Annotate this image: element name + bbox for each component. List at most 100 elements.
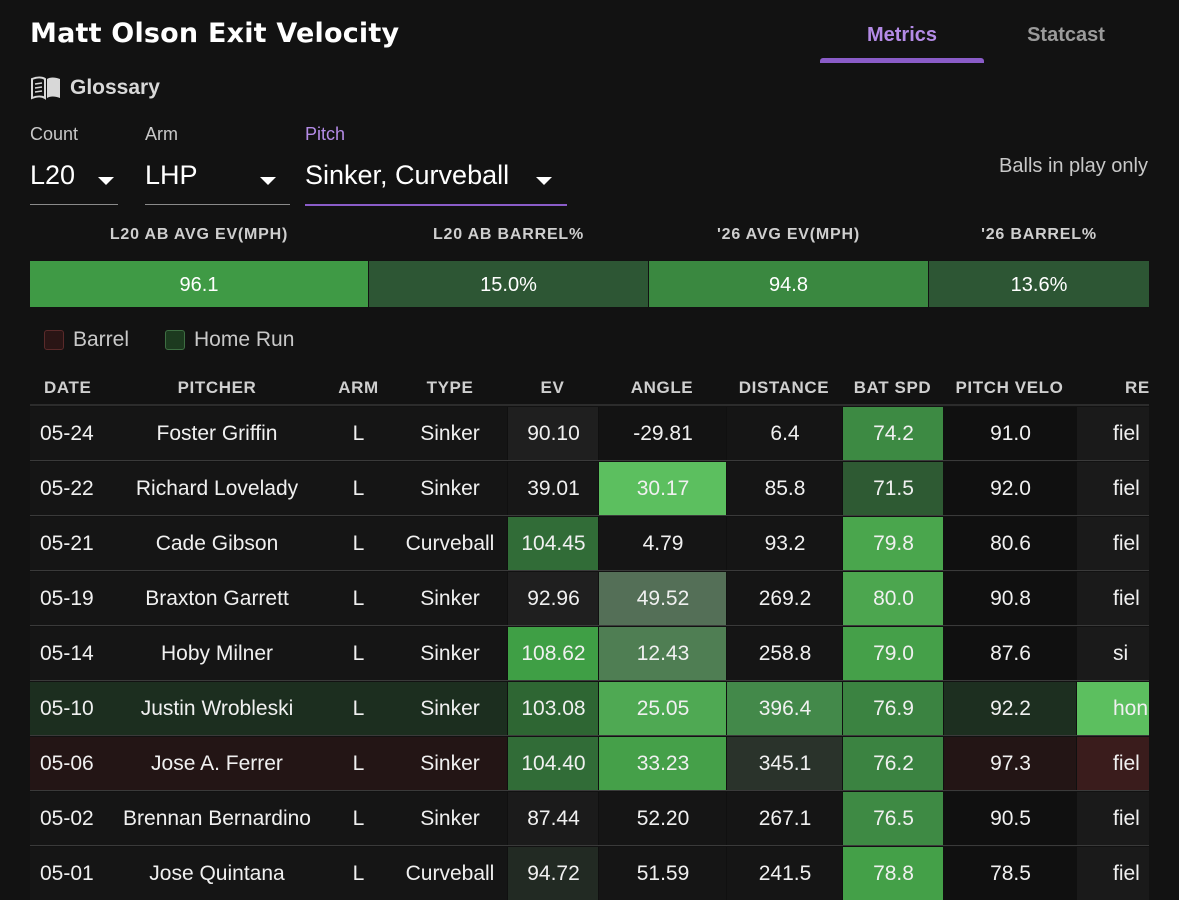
table-row[interactable]: 05-02 Brennan Bernardino L Sinker 87.44 52.20… [30, 792, 1149, 846]
column-header-pitch-velo[interactable]: PITCH VELO [955, 378, 1064, 397]
cell-pitch-velo: 92.2 [943, 682, 1077, 736]
table-row[interactable]: 05-21 Cade Gibson L Curveball 104.45 4.79 93.2… [30, 517, 1149, 571]
table-row[interactable]: 05-06 Jose A. Ferrer L Sinker 104.40 33.23 345… [30, 737, 1149, 791]
chevron-down-icon [536, 177, 552, 185]
cell-result: fiel [1076, 737, 1149, 791]
cell-arm: L [352, 532, 365, 555]
cell-date: 05-21 [40, 532, 94, 555]
cell-pitcher: Justin Wrobleski [140, 697, 294, 720]
summary-label: L20 AB BARREL% [432, 226, 585, 243]
cell-angle: 51.59 [598, 847, 727, 900]
column-header-arm[interactable]: ARM [338, 378, 379, 397]
cell-arm: L [352, 477, 365, 500]
cell-pitcher: Foster Griffin [156, 422, 278, 445]
cell-pitch-velo: 87.6 [943, 627, 1077, 681]
cell-date: 05-22 [40, 477, 94, 500]
column-header-pitcher[interactable]: PITCHER [177, 378, 257, 397]
column-header-bat-spd[interactable]: BAT SPD [853, 378, 932, 397]
cell-ev: 92.96 [507, 572, 599, 626]
pitch-label: Pitch [305, 124, 346, 144]
row-divider [30, 680, 1149, 681]
legend-label: Home Run [194, 328, 295, 351]
pitch-value: Sinker, Curveball [305, 160, 510, 190]
cell-ev: 104.45 [507, 517, 599, 571]
pitch-select[interactable]: Sinker, Curveball [305, 152, 567, 206]
cell-pitch-velo: 90.8 [943, 572, 1077, 626]
cell-distance: 269.2 [726, 572, 843, 626]
table-row[interactable]: 05-24 Foster Griffin L Sinker 90.10 -29.81 6.4… [30, 407, 1149, 461]
cell-distance: 241.5 [726, 847, 843, 900]
row-divider [30, 515, 1149, 516]
cell-result: fiel [1076, 847, 1149, 900]
cell-angle: -29.81 [598, 407, 727, 461]
cell-angle: 4.79 [598, 517, 727, 571]
chevron-down-icon [260, 177, 276, 185]
cell-type: Sinker [420, 642, 480, 665]
cell-ev: 39.01 [507, 462, 599, 516]
column-header-angle[interactable]: ANGLE [630, 378, 694, 397]
cell-bat-spd: 71.5 [842, 462, 944, 516]
arm-value: LHP [145, 160, 198, 190]
glossary-link[interactable]: Glossary [30, 76, 160, 100]
row-divider [30, 790, 1149, 791]
cell-arm: L [352, 422, 365, 445]
cell-result: fiel [1076, 517, 1149, 571]
count-label: Count [30, 124, 79, 144]
cell-distance: 258.8 [726, 627, 843, 681]
cell-type: Curveball [405, 862, 495, 885]
cell-pitcher: Hoby Milner [160, 642, 274, 665]
table-row[interactable]: 05-01 Jose Quintana L Curveball 94.72 51.59 24… [30, 847, 1149, 900]
cell-bat-spd: 76.2 [842, 737, 944, 791]
cell-arm: L [352, 807, 365, 830]
cell-date: 05-19 [40, 587, 94, 610]
column-header-date[interactable]: DATE [44, 378, 92, 397]
cell-date: 05-06 [40, 752, 94, 775]
cell-result: fiel [1076, 792, 1149, 846]
tab-statcast[interactable]: Statcast [1027, 24, 1105, 46]
cell-pitcher: Brennan Bernardino [123, 807, 311, 830]
cell-angle: 30.17 [598, 462, 727, 516]
cell-angle: 25.05 [598, 682, 727, 736]
cell-pitcher: Jose A. Ferrer [151, 752, 283, 775]
cell-pitcher: Jose Quintana [149, 862, 285, 885]
column-header-ev[interactable]: EV [540, 378, 565, 397]
cell-result: fiel [1076, 407, 1149, 461]
cell-distance: 6.4 [726, 407, 843, 461]
cell-arm: L [352, 862, 365, 885]
cell-arm: L [352, 642, 365, 665]
active-tab-indicator [820, 58, 984, 63]
table-row[interactable]: 05-22 Richard Lovelady L Sinker 39.01 30.17 85… [30, 462, 1149, 516]
chevron-down-icon [98, 177, 114, 185]
cell-arm: L [352, 697, 365, 720]
arm-select[interactable]: LHP [145, 152, 290, 205]
row-divider [30, 570, 1149, 571]
count-select[interactable]: L20 [30, 152, 118, 205]
cell-pitch-velo: 92.0 [943, 462, 1077, 516]
glossary-label: Glossary [70, 76, 160, 99]
column-header-type[interactable]: TYPE [426, 378, 474, 397]
table-row[interactable]: 05-10 Justin Wrobleski L Sinker 103.08 25.05 3… [30, 682, 1149, 736]
cell-ev: 108.62 [507, 627, 599, 681]
cell-result: fiel [1076, 572, 1149, 626]
cell-type: Sinker [420, 697, 480, 720]
cell-date: 05-01 [40, 862, 94, 885]
column-header-distance[interactable]: DISTANCE [738, 378, 830, 397]
cell-angle: 33.23 [598, 737, 727, 791]
summary-label: '26 BARREL% [981, 226, 1097, 243]
cell-distance: 93.2 [726, 517, 843, 571]
header-divider [30, 404, 1149, 406]
summary-value-26-avg-ev: 94.8 [649, 261, 928, 307]
cell-distance: 345.1 [726, 737, 843, 791]
cell-pitcher: Cade Gibson [155, 532, 279, 555]
cell-type: Sinker [420, 422, 480, 445]
cell-date: 05-02 [40, 807, 94, 830]
book-icon [31, 76, 60, 100]
cell-ev: 103.08 [507, 682, 599, 736]
summary-value-l20-barrel: 15.0% [369, 261, 648, 307]
table-row[interactable]: 05-14 Hoby Milner L Sinker 108.62 12.43 258.8 7… [30, 627, 1149, 681]
tab-metrics[interactable]: Metrics [866, 24, 938, 46]
table-row[interactable]: 05-19 Braxton Garrett L Sinker 92.96 49.52 269… [30, 572, 1149, 626]
column-header-result[interactable]: RE [1125, 378, 1149, 397]
cell-type: Sinker [420, 752, 480, 775]
row-divider [30, 845, 1149, 846]
